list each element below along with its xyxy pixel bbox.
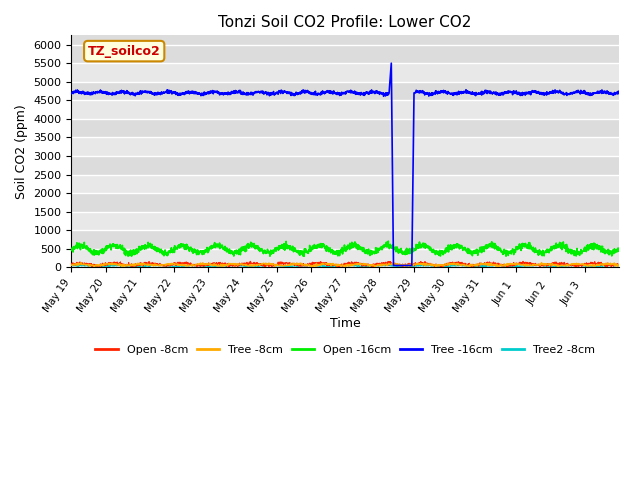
Bar	[72, 100, 619, 119]
Bar	[72, 82, 619, 100]
Bar	[72, 45, 619, 63]
Bar	[72, 249, 619, 267]
X-axis label: Time: Time	[330, 317, 360, 330]
Legend: Open -8cm, Tree -8cm, Open -16cm, Tree -16cm, Tree2 -8cm: Open -8cm, Tree -8cm, Open -16cm, Tree -…	[91, 340, 599, 359]
Bar	[72, 119, 619, 137]
Text: TZ_soilco2: TZ_soilco2	[88, 45, 161, 58]
Bar	[72, 175, 619, 193]
Bar	[72, 193, 619, 212]
Bar	[72, 137, 619, 156]
Bar	[72, 230, 619, 249]
Y-axis label: Soil CO2 (ppm): Soil CO2 (ppm)	[15, 104, 28, 199]
Bar	[72, 212, 619, 230]
Title: Tonzi Soil CO2 Profile: Lower CO2: Tonzi Soil CO2 Profile: Lower CO2	[218, 15, 472, 30]
Bar	[72, 156, 619, 175]
Bar	[72, 63, 619, 82]
